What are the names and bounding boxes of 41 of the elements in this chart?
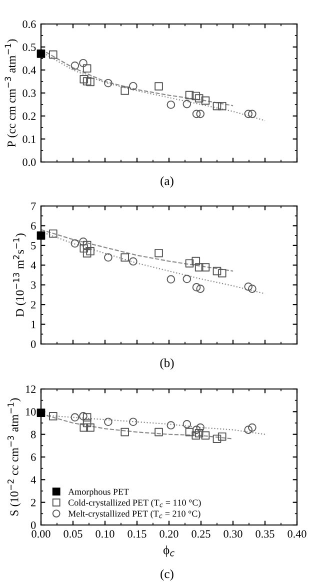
x-tick-label: 0.30	[224, 530, 242, 538]
y-tick-label: 4	[30, 262, 36, 269]
x-tick-label: 0.25	[192, 530, 210, 538]
y-tick-label: 0.6	[22, 20, 36, 28]
x-tick-label: 0.05	[64, 530, 82, 538]
y-tick-label: 0.2	[22, 112, 36, 120]
x-tick-label: 0.35	[256, 530, 274, 538]
y-tick-label: 3	[31, 281, 36, 289]
y-tick-label: 10	[26, 408, 36, 416]
y-tick-label: 8	[31, 430, 36, 438]
x-tick-label: 0.10	[96, 530, 114, 538]
x-tick-label: 0.00	[32, 530, 50, 538]
y-tick-label: 0.5	[22, 43, 36, 52]
y-tick-label: 7	[31, 202, 36, 210]
y-axis-title: P (cc cm cm$^{−3}$ atm$^{−1}$)	[4, 39, 18, 147]
text: (c)	[160, 569, 174, 581]
y-tick-label: 0	[31, 340, 36, 348]
legend-label: Melt-crystallized PET (T$_{c}$ = 210 °C)	[68, 510, 200, 519]
y-tick-label: 0.1	[22, 135, 36, 144]
legend-label: Cold-crystallized PET (T$_{c}$ = 110 °C)	[68, 499, 201, 508]
y-tick-label: 6	[31, 453, 36, 461]
y-tick-label: 0.0	[22, 158, 36, 166]
x-tick-label: 0.40	[288, 530, 306, 538]
y-axis-title: D (10$^{−13}$ m$^{2}$s$^{−1}$)	[13, 234, 26, 317]
x-tick-label: 0.20	[160, 530, 178, 538]
text: (b)	[160, 358, 174, 370]
y-tick-label: 12	[26, 385, 36, 393]
text: (a)	[160, 176, 174, 188]
y-axis-title: S (10$^{−2}$ cc cm$^{−3}$ atm$^{−1}$)	[8, 398, 21, 516]
y-tick-label: 2	[31, 498, 36, 506]
y-tick-label: 1	[32, 320, 36, 328]
x-tick-label: 0.15	[128, 530, 146, 538]
y-tick-label: 5	[31, 242, 36, 250]
y-tick-label: 2	[31, 301, 36, 308]
x-axis-title: ϕ$_{c}$	[163, 545, 174, 557]
y-tick-label: 0	[31, 521, 36, 529]
legend-label: Amorphous PET	[68, 488, 129, 497]
y-tick-label: 6	[31, 222, 36, 230]
y-tick-label: 4	[30, 476, 36, 484]
y-tick-label: 0.3	[22, 89, 36, 98]
y-tick-label: 0.4	[22, 66, 36, 74]
